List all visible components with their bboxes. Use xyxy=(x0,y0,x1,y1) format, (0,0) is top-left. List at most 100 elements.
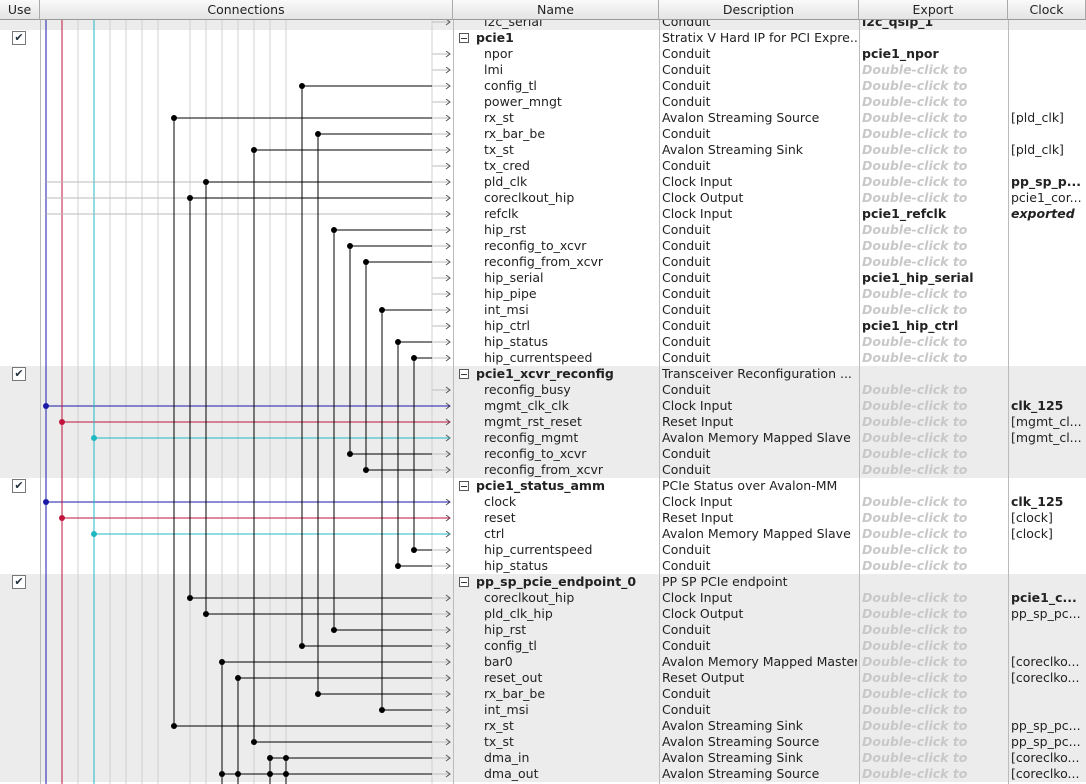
clock-cell[interactable]: pcie1_cor... xyxy=(1011,190,1082,205)
port-row[interactable]: bar0 Avalon Memory Mapped Master Double-cl… xyxy=(0,654,1086,670)
port-row[interactable]: hip_rst Conduit Double-click to xyxy=(0,222,1086,238)
use-checkbox[interactable]: ✔ xyxy=(12,575,26,589)
export-cell[interactable]: Double-click to xyxy=(862,670,968,685)
clock-cell[interactable]: pp_sp_pc... xyxy=(1011,606,1081,621)
port-row[interactable]: ctrl Avalon Memory Mapped Slave Double-cli… xyxy=(0,526,1086,542)
collapse-toggle[interactable] xyxy=(459,369,469,379)
export-cell[interactable]: Double-click to xyxy=(862,702,968,717)
clock-cell[interactable]: [pld_clk] xyxy=(1011,142,1064,157)
port-row[interactable]: reset_out Reset Output Double-click to [cor… xyxy=(0,670,1086,686)
port-row[interactable]: config_tl Conduit Double-click to xyxy=(0,638,1086,654)
export-cell[interactable]: Double-click to xyxy=(862,494,968,509)
header-description[interactable]: Description xyxy=(659,0,859,20)
port-row[interactable]: pld_clk Clock Input Double-click to pp_sp_p… xyxy=(0,174,1086,190)
export-cell[interactable]: Double-click to xyxy=(862,350,968,365)
export-cell[interactable]: Double-click to xyxy=(862,430,968,445)
clock-cell[interactable]: clk_125 xyxy=(1011,494,1064,509)
header-connections[interactable]: Connections xyxy=(40,0,453,20)
port-row[interactable]: reconfig_from_xcvr Conduit Double-click to xyxy=(0,254,1086,270)
export-cell[interactable]: Double-click to xyxy=(862,254,968,269)
group-row[interactable]: ✔ pcie1 Stratix V Hard IP for PCI Expre... xyxy=(0,30,1086,46)
clock-cell[interactable]: pp_sp_pc... xyxy=(1011,718,1081,733)
export-cell[interactable]: Double-click to xyxy=(862,734,968,749)
port-row[interactable]: tx_cred Conduit Double-click to xyxy=(0,158,1086,174)
use-checkbox[interactable]: ✔ xyxy=(12,479,26,493)
port-row[interactable]: hip_status Conduit Double-click to xyxy=(0,334,1086,350)
export-cell[interactable]: Double-click to xyxy=(862,382,968,397)
clock-cell[interactable]: [clock] xyxy=(1011,510,1053,525)
export-cell[interactable]: Double-click to xyxy=(862,590,968,605)
port-row[interactable]: npor Conduit pcie1_npor xyxy=(0,46,1086,62)
export-cell[interactable]: Double-click to xyxy=(862,286,968,301)
port-row[interactable]: reconfig_to_xcvr Conduit Double-click to xyxy=(0,238,1086,254)
port-row[interactable]: config_tl Conduit Double-click to xyxy=(0,78,1086,94)
port-row[interactable]: hip_serial Conduit pcie1_hip_serial xyxy=(0,270,1086,286)
port-row[interactable]: dma_in Avalon Streaming Sink Double-click … xyxy=(0,750,1086,766)
port-row[interactable]: coreclkout_hip Clock Input Double-click to… xyxy=(0,590,1086,606)
port-row[interactable]: rx_bar_be Conduit Double-click to xyxy=(0,686,1086,702)
collapse-toggle[interactable] xyxy=(459,481,469,491)
clock-cell[interactable]: [coreclko... xyxy=(1011,654,1080,669)
export-cell[interactable]: Double-click to xyxy=(862,414,968,429)
port-row[interactable]: tx_st Avalon Streaming Sink Double-click t… xyxy=(0,142,1086,158)
clock-cell[interactable]: [coreclko... xyxy=(1011,670,1080,685)
export-cell[interactable]: Double-click to xyxy=(862,462,968,477)
clock-cell[interactable]: pp_sp_pc... xyxy=(1011,734,1081,749)
export-cell[interactable]: pcie1_hip_ctrl xyxy=(862,318,959,333)
port-row[interactable]: reset Reset Input Double-click to [clock] xyxy=(0,510,1086,526)
use-checkbox[interactable]: ✔ xyxy=(12,367,26,381)
export-cell[interactable]: Double-click to xyxy=(862,78,968,93)
export-cell[interactable]: Double-click to xyxy=(862,510,968,525)
port-row[interactable]: tx_st Avalon Streaming Source Double-click… xyxy=(0,734,1086,750)
export-cell[interactable]: Double-click to xyxy=(862,638,968,653)
port-row[interactable]: mgmt_clk_clk Clock Input Double-click to cl… xyxy=(0,398,1086,414)
port-row[interactable]: reconfig_mgmt Avalon Memory Mapped Slave D… xyxy=(0,430,1086,446)
export-cell[interactable]: pcie1_npor xyxy=(862,46,939,61)
header-export[interactable]: Export xyxy=(859,0,1008,20)
clock-cell[interactable]: clk_125 xyxy=(1011,398,1064,413)
clock-cell[interactable]: [pld_clk] xyxy=(1011,110,1064,125)
export-cell[interactable]: Double-click to xyxy=(862,238,968,253)
export-cell[interactable]: Double-click to xyxy=(862,606,968,621)
port-row[interactable]: hip_currentspeed Conduit Double-click to xyxy=(0,542,1086,558)
header-clock[interactable]: Clock xyxy=(1008,0,1086,20)
clock-cell[interactable]: exported xyxy=(1011,206,1075,221)
group-row[interactable]: ✔ pcie1_xcvr_reconfig Transceiver Reconfig… xyxy=(0,366,1086,382)
port-row[interactable]: clock Clock Input Double-click to clk_125 xyxy=(0,494,1086,510)
clock-cell[interactable]: [coreclko... xyxy=(1011,750,1080,765)
clock-cell[interactable]: pcie1_c... xyxy=(1011,590,1077,605)
export-cell[interactable]: pcie1_refclk xyxy=(862,206,947,221)
port-row[interactable]: hip_rst Conduit Double-click to xyxy=(0,622,1086,638)
port-row[interactable]: hip_ctrl Conduit pcie1_hip_ctrl xyxy=(0,318,1086,334)
use-checkbox[interactable]: ✔ xyxy=(12,31,26,45)
export-cell[interactable]: Double-click to xyxy=(862,622,968,637)
collapse-toggle[interactable] xyxy=(459,577,469,587)
export-cell[interactable]: Double-click to xyxy=(862,334,968,349)
header-use[interactable]: Use xyxy=(0,0,40,20)
export-cell[interactable]: Double-click to xyxy=(862,718,968,733)
export-cell[interactable]: Double-click to xyxy=(862,62,968,77)
export-cell[interactable]: Double-click to xyxy=(862,94,968,109)
export-cell[interactable]: Double-click to xyxy=(862,302,968,317)
port-row[interactable]: hip_status Conduit Double-click to xyxy=(0,558,1086,574)
clock-cell[interactable]: [mgmt_cl... xyxy=(1011,430,1082,445)
port-row[interactable]: mgmt_rst_reset Reset Input Double-click to… xyxy=(0,414,1086,430)
export-cell[interactable]: Double-click to xyxy=(862,126,968,141)
export-cell[interactable]: Double-click to xyxy=(862,190,968,205)
clock-cell[interactable]: [clock] xyxy=(1011,526,1053,541)
clock-cell[interactable]: [mgmt_cl... xyxy=(1011,414,1082,429)
export-cell[interactable]: Double-click to xyxy=(862,526,968,541)
export-cell[interactable]: Double-click to xyxy=(862,446,968,461)
export-cell[interactable]: Double-click to xyxy=(862,766,968,781)
port-row[interactable]: reconfig_from_xcvr Conduit Double-click to xyxy=(0,462,1086,478)
port-row[interactable]: coreclkout_hip Clock Output Double-click t… xyxy=(0,190,1086,206)
export-cell[interactable]: Double-click to xyxy=(862,398,968,413)
collapse-toggle[interactable] xyxy=(459,33,469,43)
port-row[interactable]: dma_out Avalon Streaming Source Double-cli… xyxy=(0,766,1086,782)
port-row[interactable]: rx_st Avalon Streaming Source Double-click… xyxy=(0,110,1086,126)
port-row[interactable]: rx_bar_be Conduit Double-click to xyxy=(0,126,1086,142)
port-row[interactable]: int_msi Conduit Double-click to xyxy=(0,702,1086,718)
header-name[interactable]: Name xyxy=(453,0,659,20)
port-row[interactable]: rx_st Avalon Streaming Sink Double-click t… xyxy=(0,718,1086,734)
export-cell[interactable]: Double-click to xyxy=(862,222,968,237)
